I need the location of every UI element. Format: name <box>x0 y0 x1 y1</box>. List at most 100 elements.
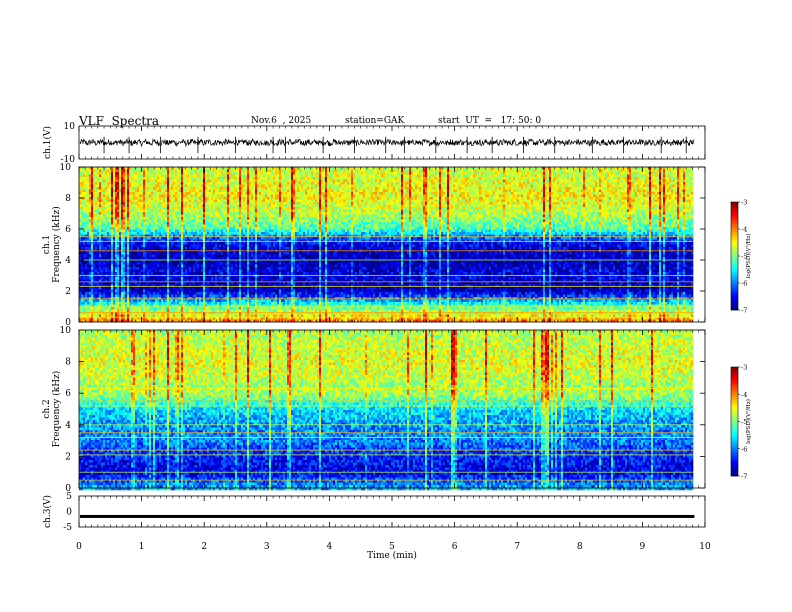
spectro-cell <box>187 245 189 248</box>
spectro-cell <box>157 242 159 245</box>
spectro-cell <box>177 310 179 313</box>
spectro-cell <box>121 252 123 255</box>
spectro-cell <box>141 207 143 210</box>
spectro-cell <box>185 205 187 208</box>
spectro-cell <box>95 272 97 275</box>
spectro-cell <box>129 277 131 280</box>
spectro-cell <box>143 292 145 295</box>
spectro-cell <box>151 255 153 258</box>
spectro-cell <box>85 175 87 178</box>
spectro-cell <box>145 242 147 245</box>
spectro-cell <box>141 267 143 270</box>
spectro-cell <box>119 272 121 275</box>
spectro-cell <box>117 242 119 245</box>
spectro-cell <box>149 207 151 210</box>
spectro-cell <box>91 265 93 268</box>
spectro-cell <box>87 277 89 280</box>
spectro-cell <box>89 247 91 250</box>
spectro-cell <box>113 287 115 290</box>
spectro-cell <box>123 227 125 230</box>
spectro-cell <box>117 247 119 250</box>
spectro-cell <box>193 195 195 198</box>
spectro-cell <box>151 302 153 305</box>
spectro-cell <box>109 307 111 310</box>
spectro-cell <box>177 270 179 273</box>
spectro-cell <box>171 172 173 175</box>
spectro-cell <box>181 185 183 188</box>
spectro-cell <box>149 195 151 198</box>
spectro-cell <box>155 232 157 235</box>
spectro-cell <box>129 172 131 175</box>
spectro-cell <box>135 262 137 265</box>
spectro-cell <box>155 290 157 293</box>
spectro-cell <box>185 270 187 273</box>
spectro-cell <box>81 195 83 198</box>
spectro-cell <box>107 227 109 230</box>
spectro-cell <box>85 255 87 258</box>
spectro-cell <box>195 307 197 310</box>
spectro-cell <box>151 242 153 245</box>
spectro-cell <box>177 247 179 250</box>
spectro-cell <box>137 210 139 213</box>
spectro-cell <box>173 242 175 245</box>
spectro-cell <box>111 242 113 245</box>
spectro-cell <box>157 205 159 208</box>
spectro-cell <box>99 247 101 250</box>
spectro-cell <box>143 212 145 215</box>
spectro-cell <box>189 187 191 190</box>
spectro-cell <box>131 262 133 265</box>
spectro-cell <box>151 207 153 210</box>
spectro-cell <box>97 270 99 273</box>
spectro-cell <box>107 300 109 303</box>
spectro-cell <box>175 282 177 285</box>
spectro-cell <box>157 230 159 233</box>
spectro-cell <box>121 225 123 228</box>
spectro-cell <box>147 230 149 233</box>
spectro-cell <box>159 202 161 205</box>
spectro-cell <box>119 205 121 208</box>
spectro-cell <box>127 197 129 200</box>
spectro-cell <box>97 220 99 223</box>
spectro-cell <box>83 230 85 233</box>
spectro-cell <box>151 245 153 248</box>
spectro-cell <box>187 225 189 228</box>
spectro-cell <box>173 247 175 250</box>
spectro-cell <box>93 215 95 218</box>
spectro-cell <box>113 277 115 280</box>
spectro-cell <box>95 265 97 268</box>
spectro-cell <box>115 265 117 268</box>
spectro-cell <box>91 177 93 180</box>
spectro-cell <box>111 217 113 220</box>
spectro-cell <box>119 172 121 175</box>
spectro-cell <box>101 225 103 228</box>
spectro-cell <box>169 245 171 248</box>
spectro-cell <box>193 177 195 180</box>
spectro-cell <box>193 172 195 175</box>
spectro-cell <box>143 307 145 310</box>
spectro-cell <box>191 190 193 193</box>
spectro-cell <box>137 277 139 280</box>
spectro-cell <box>185 232 187 235</box>
spectro-cell <box>185 170 187 173</box>
spectro-cell <box>175 247 177 250</box>
spectro-cell <box>137 177 139 180</box>
spectro-cell <box>125 267 127 270</box>
spectro-cell <box>171 177 173 180</box>
spectro-cell <box>103 202 105 205</box>
spectro-cell <box>95 237 97 240</box>
spectro-cell <box>173 227 175 230</box>
spectro-cell <box>185 172 187 175</box>
spectro-cell <box>177 215 179 218</box>
spectro-cell <box>185 207 187 210</box>
spectro-cell <box>93 195 95 198</box>
spectro-cell <box>81 307 83 310</box>
spectro-cell <box>165 302 167 305</box>
spectro-cell <box>165 180 167 183</box>
spectro-cell <box>183 295 185 298</box>
spectro-cell <box>187 270 189 273</box>
spectro-cell <box>193 170 195 173</box>
spectro-cell <box>131 167 133 170</box>
spectro-cell <box>85 310 87 313</box>
spectro-cell <box>161 295 163 298</box>
spectro-cell <box>191 187 193 190</box>
